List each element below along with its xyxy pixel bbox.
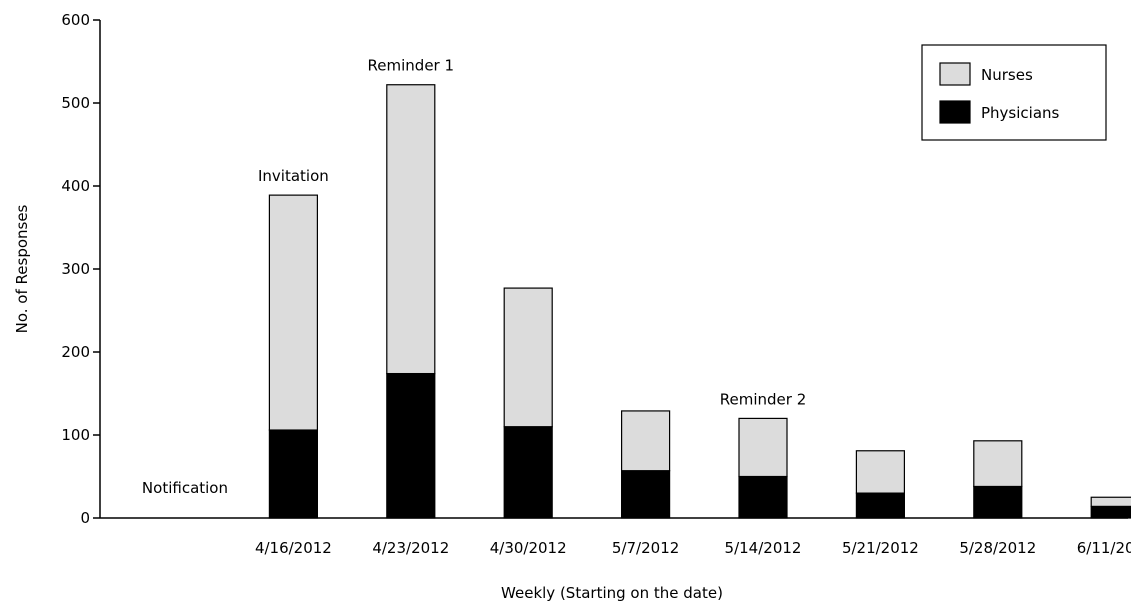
- y-tick-label: 200: [61, 343, 90, 361]
- annotation-label: Reminder 1: [368, 57, 455, 75]
- y-axis: 0 100 200 300 400 500 600: [61, 11, 101, 527]
- y-tick-label: 400: [61, 177, 90, 195]
- bar-nurses: [855, 450, 906, 494]
- bar-nurses: [386, 84, 436, 375]
- y-tick-label: 600: [61, 11, 90, 29]
- legend-box: [921, 44, 1107, 141]
- bar-nurses: [268, 194, 318, 431]
- x-tick-label: 4/16/2012: [255, 539, 332, 557]
- x-axis-title: Weekly (Starting on the date): [501, 584, 723, 602]
- y-tick-label: 100: [61, 426, 90, 444]
- x-tick-label: 5/14/2012: [725, 539, 802, 557]
- legend-label-nurses: Nurses: [981, 66, 1033, 84]
- x-tick-label: 5/7/2012: [612, 539, 679, 557]
- bar-physicians: [738, 475, 788, 519]
- y-tick-label: 300: [61, 260, 90, 278]
- bar-physicians: [855, 492, 906, 519]
- x-tick-label: 4/23/2012: [372, 539, 449, 557]
- legend-swatch-physicians: [939, 100, 971, 124]
- x-axis: 4/16/2012 4/23/2012 4/30/2012 5/7/2012 5/14/…: [100, 517, 1131, 557]
- x-tick-label: 5/21/2012: [842, 539, 919, 557]
- bar-nurses: [503, 287, 553, 428]
- bar-physicians: [1090, 505, 1131, 519]
- bar-physicians: [268, 429, 318, 519]
- y-tick-label: 500: [61, 94, 90, 112]
- bar-nurses: [738, 417, 788, 478]
- y-axis-title: No. of Responses: [13, 204, 31, 333]
- legend-swatch-nurses: [939, 62, 971, 86]
- bar-physicians: [386, 372, 436, 519]
- y-tick-label: 0: [80, 509, 90, 527]
- bars: [268, 84, 1131, 519]
- legend-label-physicians: Physicians: [981, 104, 1060, 122]
- bar-physicians: [973, 485, 1023, 519]
- annotation-label: Invitation: [258, 167, 329, 185]
- bar-physicians: [620, 470, 671, 519]
- x-tick-label: 4/30/2012: [490, 539, 567, 557]
- bar-physicians: [503, 426, 553, 519]
- annotation-label: Notification: [142, 479, 228, 497]
- annotations: Notification Invitation Reminder 1 Reminder…: [142, 57, 806, 497]
- x-tick-label: 5/28/2012: [959, 539, 1036, 557]
- bar-nurses: [1090, 496, 1131, 507]
- legend: Nurses Physicians: [921, 44, 1107, 141]
- bar-nurses: [620, 410, 671, 472]
- bar-nurses: [973, 440, 1023, 488]
- annotation-label: Reminder 2: [720, 390, 807, 408]
- x-tick-label: 6/11/2012: [1077, 539, 1131, 557]
